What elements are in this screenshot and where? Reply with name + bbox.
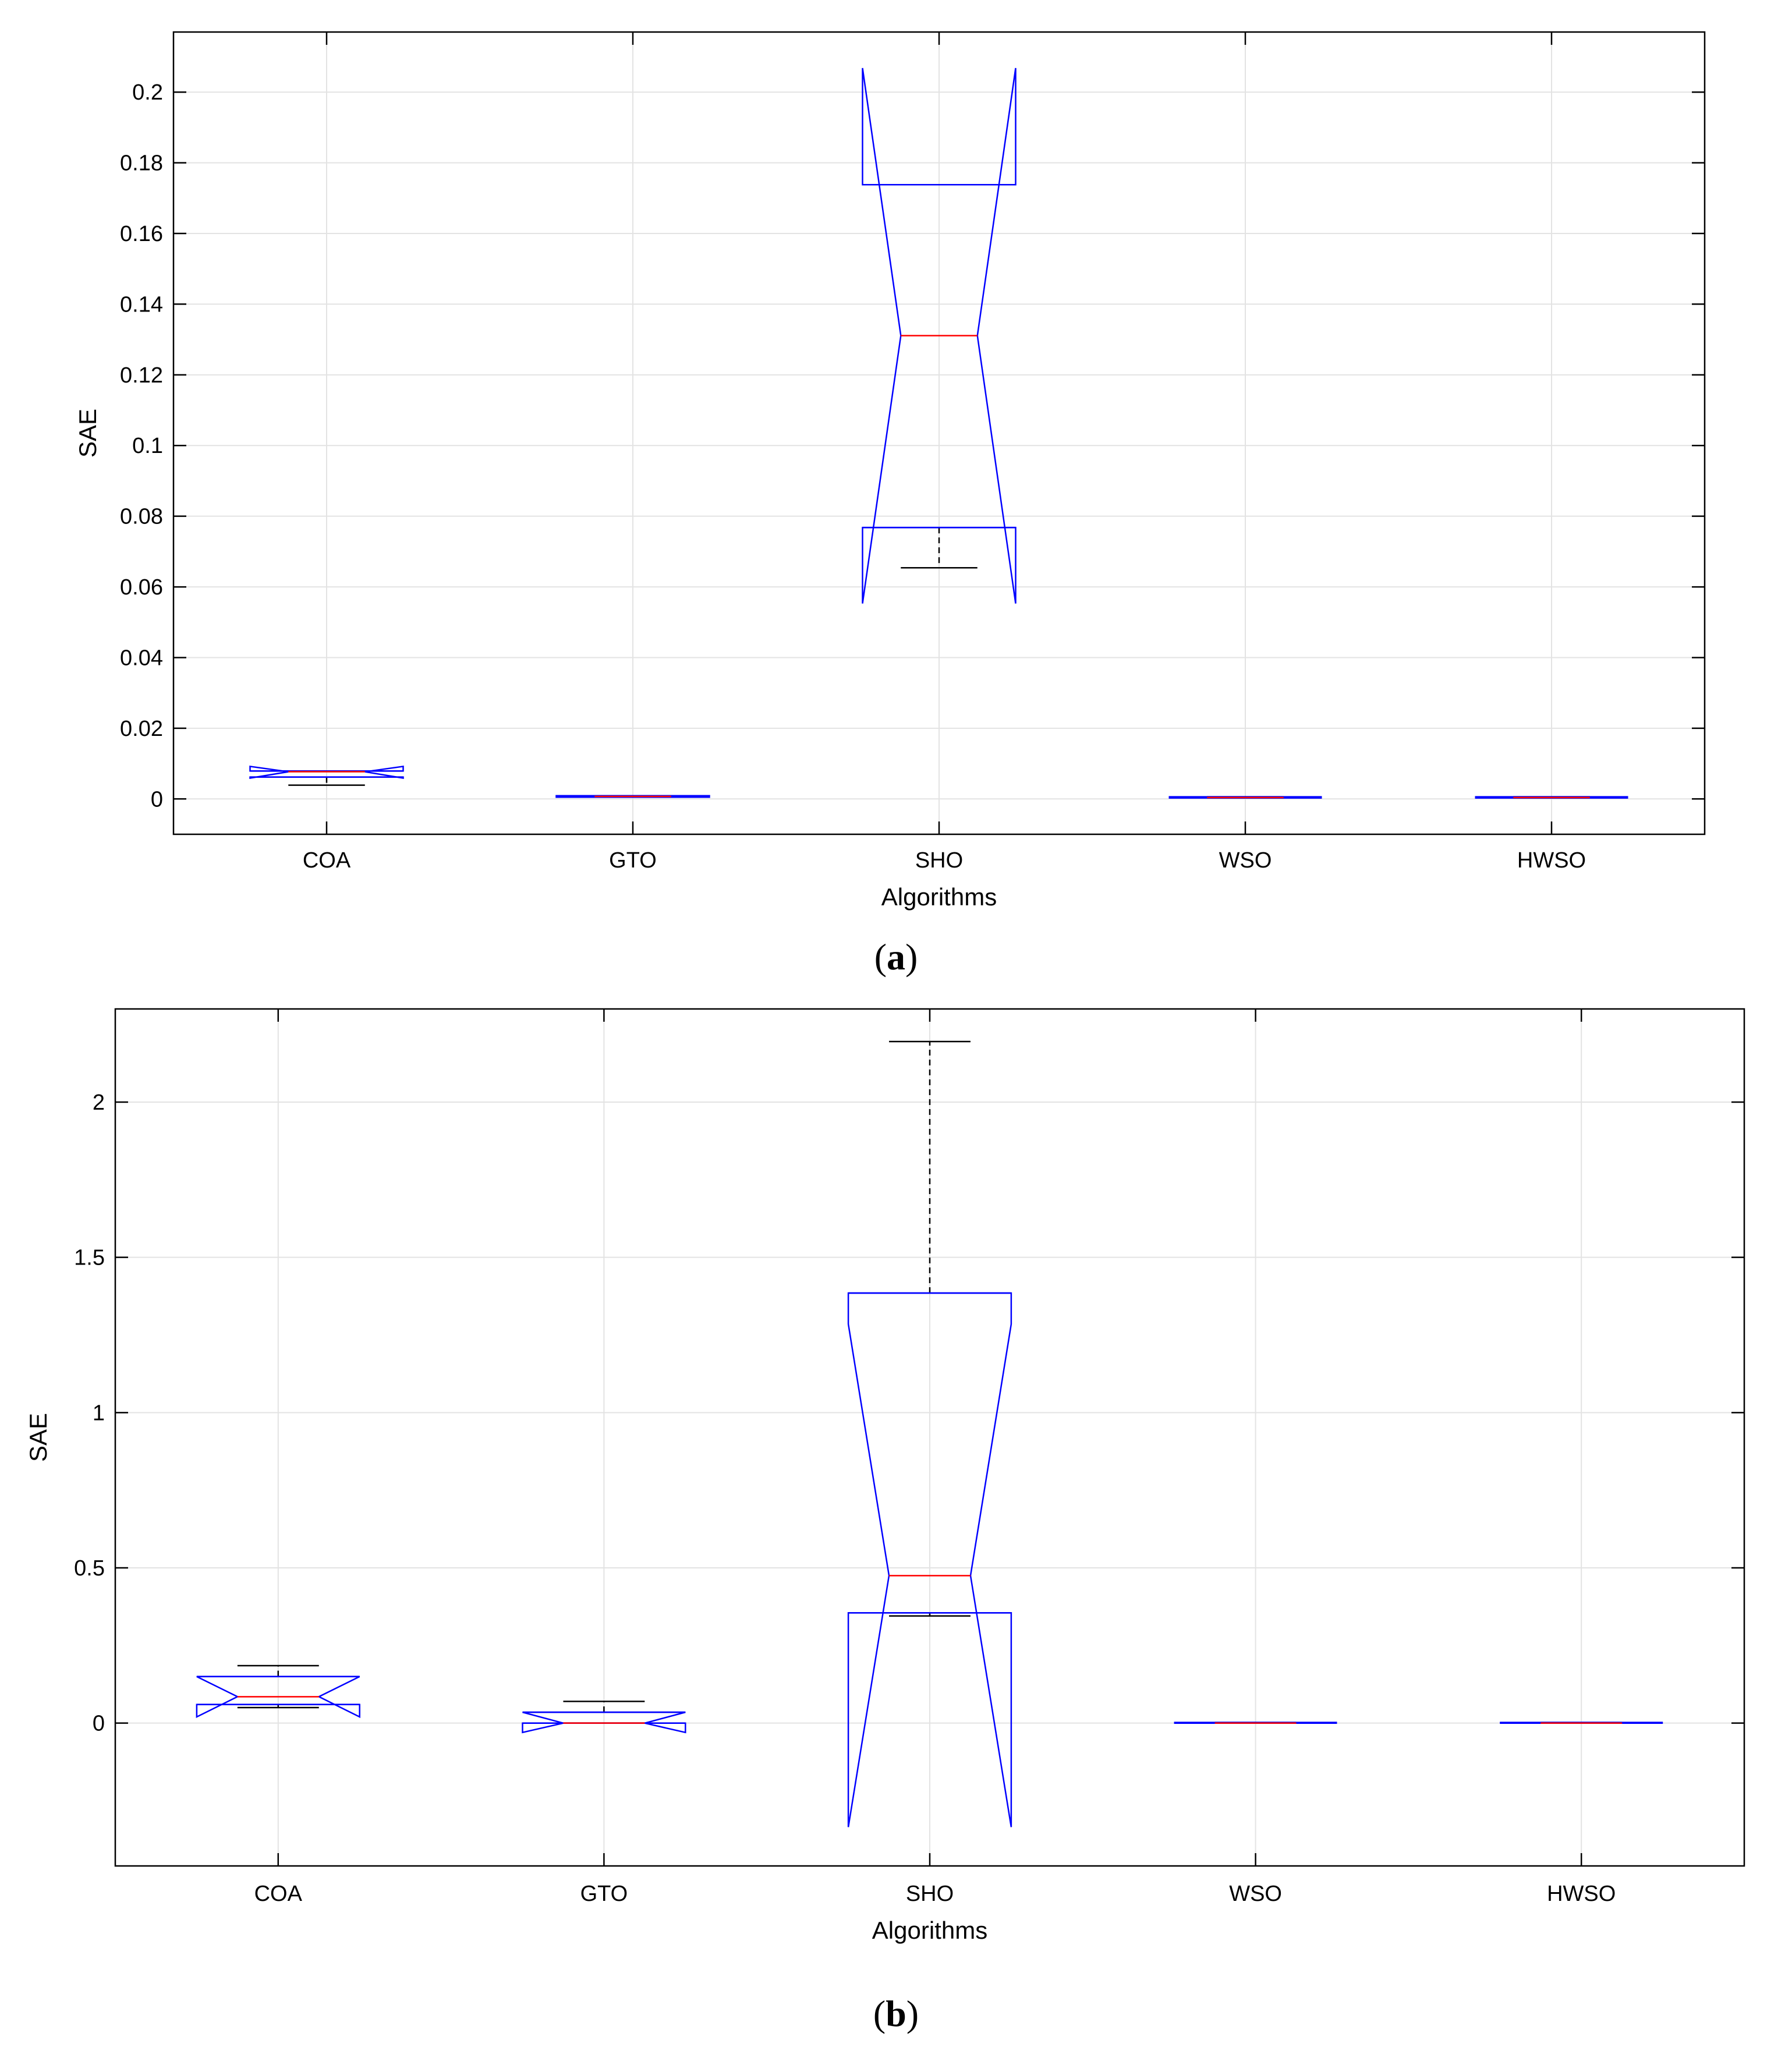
y-tick-label: 0.02 (120, 717, 163, 741)
panel-b-label: (b) (873, 1993, 919, 2034)
y-tick-label: 2 (93, 1090, 105, 1115)
y-tick-label: 0.04 (120, 646, 163, 670)
y-tick-label: 0.06 (120, 575, 163, 600)
box-hwso (1475, 796, 1628, 799)
x-tick-label-wso: WSO (1219, 848, 1272, 873)
y-tick-label: 0 (93, 1712, 105, 1736)
box-coa (249, 765, 404, 786)
y-tick-label: 1 (93, 1401, 105, 1425)
y-axis-title: SAE (24, 1413, 52, 1462)
x-tick-label-coa: COA (303, 848, 351, 873)
y-tick-label: 0.18 (120, 151, 163, 176)
box-sho (862, 68, 1017, 604)
x-axis-title: Algorithms (872, 1917, 987, 1944)
box-coa (196, 1664, 360, 1719)
x-tick-label-coa: COA (254, 1882, 303, 1906)
y-tick-label: 0.1 (132, 434, 163, 458)
box-sho (847, 1040, 1012, 1828)
y-tick-label: 0.12 (120, 363, 163, 388)
box-wso (1168, 796, 1322, 799)
y-tick-label: 1.5 (74, 1246, 105, 1270)
y-tick-label: 0.16 (120, 222, 163, 246)
x-tick-label-sho: SHO (906, 1882, 954, 1906)
y-axis-title: SAE (74, 409, 101, 458)
x-tick-label-hwso: HWSO (1517, 848, 1586, 873)
x-axis-title: Algorithms (881, 883, 997, 911)
box-gto (522, 1701, 686, 1734)
y-tick-label: 0.5 (74, 1556, 105, 1581)
box-gto (555, 795, 710, 798)
x-tick-label-gto: GTO (609, 848, 657, 873)
y-tick-label: 0.08 (120, 505, 163, 529)
x-tick-label-hwso: HWSO (1547, 1882, 1616, 1906)
y-tick-label: 0 (151, 787, 163, 812)
y-tick-label: 0.14 (120, 292, 163, 317)
panel-b: 0 0.5 1 1.5 2 COA GTO SHO WSO HWSO Algorithms SAE (24, 1008, 1745, 1944)
panel-a-label: (a) (874, 936, 918, 978)
panel-a: 0 0.02 0.04 0.06 0.08 0.1 0.12 0.14 0.16 0.18 0.2 C… (74, 31, 1706, 911)
x-tick-label-sho: SHO (915, 848, 963, 873)
x-tick-label-gto: GTO (580, 1882, 628, 1906)
x-tick-label-wso: WSO (1229, 1882, 1282, 1906)
y-tick-label: 0.2 (132, 80, 163, 105)
